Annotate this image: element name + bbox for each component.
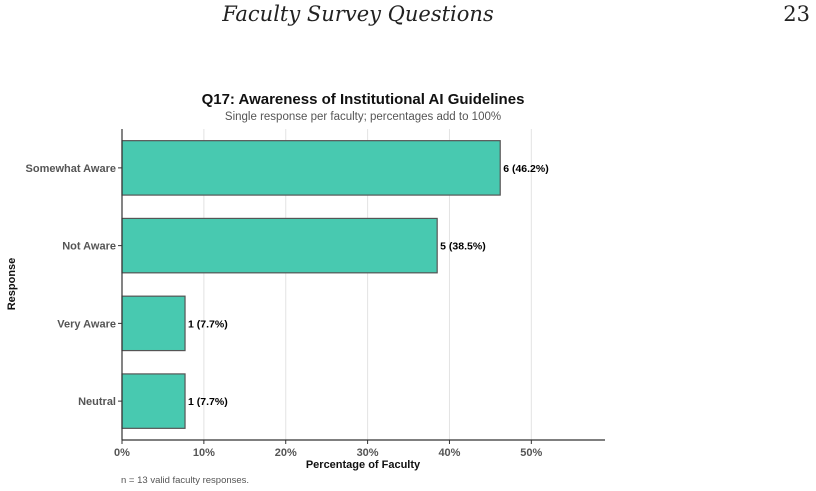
data-label: 5 (38.5%) bbox=[440, 241, 486, 253]
y-axis-ticks: Somewhat Aware Not Aware Very Aware Neutral bbox=[26, 163, 122, 408]
x-axis-ticks: 0% 10% 20% 30% 40% 50% bbox=[114, 440, 543, 459]
bar bbox=[121, 217, 438, 274]
y-axis-label: Response bbox=[6, 258, 18, 311]
y-tick-label: Very Aware bbox=[57, 318, 116, 330]
running-title: Faculty Survey Questions bbox=[222, 2, 494, 26]
x-tick-label: 20% bbox=[275, 447, 297, 459]
x-tick-label: 50% bbox=[520, 447, 542, 459]
bar bbox=[121, 140, 501, 196]
chart-subtitle: Single response per faculty; percentages… bbox=[225, 111, 501, 123]
data-label: 1 (7.7%) bbox=[188, 396, 228, 408]
data-labels: 6 (46.2%) 5 (38.5%) 1 (7.7%) 1 (7.7%) bbox=[188, 163, 549, 408]
x-tick-label: 40% bbox=[438, 447, 460, 459]
x-axis-label: Percentage of Faculty bbox=[306, 459, 421, 471]
bars bbox=[121, 140, 501, 429]
x-tick-label: 10% bbox=[193, 447, 215, 459]
page-number: 23 bbox=[783, 2, 810, 26]
y-tick-label: Neutral bbox=[78, 396, 116, 408]
data-label: 6 (46.2%) bbox=[503, 163, 549, 175]
bar bbox=[121, 373, 186, 429]
chart-title: Q17: Awareness of Institutional AI Guide… bbox=[202, 91, 525, 108]
y-tick-label: Not Aware bbox=[62, 241, 116, 253]
chart-caption: n = 13 valid faculty responses. bbox=[121, 475, 249, 486]
y-tick-label: Somewhat Aware bbox=[26, 163, 116, 175]
x-tick-label: 30% bbox=[357, 447, 379, 459]
x-tick-label: 0% bbox=[114, 447, 130, 459]
bar bbox=[121, 295, 186, 352]
data-label: 1 (7.7%) bbox=[188, 318, 228, 330]
